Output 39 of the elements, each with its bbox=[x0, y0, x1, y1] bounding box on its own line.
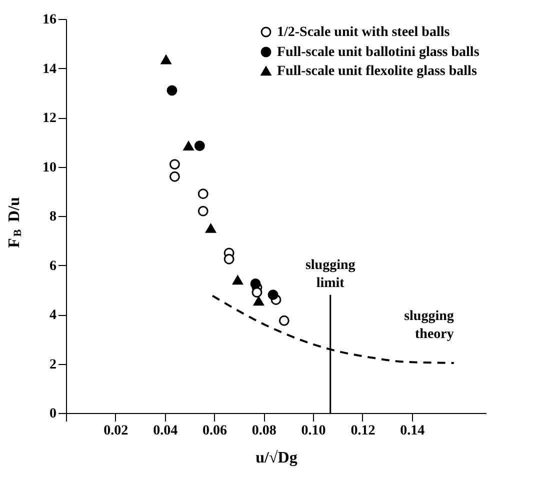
y-tick-label: 2 bbox=[50, 357, 56, 372]
point bbox=[183, 141, 194, 150]
point bbox=[169, 171, 180, 182]
point bbox=[232, 275, 243, 285]
series-label: slugging theory bbox=[404, 309, 454, 342]
point bbox=[169, 159, 180, 170]
point bbox=[252, 287, 262, 298]
legend-label: 1/2-Scale unit with steel balls bbox=[277, 25, 450, 40]
point bbox=[224, 254, 234, 264]
point bbox=[160, 55, 172, 64]
x-axis-title: u/√Dg bbox=[256, 450, 298, 466]
y-tick-label: 6 bbox=[50, 258, 56, 274]
point bbox=[278, 315, 290, 326]
legend-label: Full-scale unit flexolite glass balls bbox=[277, 64, 478, 79]
point bbox=[268, 290, 278, 300]
x-tick-label: 0.10 bbox=[301, 424, 326, 438]
point bbox=[198, 206, 208, 216]
y-axis-title: FB D/u bbox=[6, 196, 24, 248]
x-tick-label: 0.02 bbox=[104, 424, 128, 438]
point bbox=[206, 224, 216, 233]
x-tick-label: 0.06 bbox=[202, 424, 227, 438]
y-tick-label: 8 bbox=[50, 210, 56, 224]
point bbox=[250, 278, 261, 289]
x-tick-label: 0.14 bbox=[400, 424, 425, 438]
point bbox=[194, 140, 205, 152]
y-tick-label: 10 bbox=[42, 160, 56, 176]
point bbox=[166, 85, 178, 96]
point bbox=[198, 188, 208, 200]
y-tick-label: 14 bbox=[42, 62, 56, 77]
y-tick-label: 16 bbox=[42, 12, 56, 28]
x-tick-label: 0.08 bbox=[252, 424, 276, 438]
x-tick-label: 0.12 bbox=[350, 424, 376, 438]
y-tick-label: 0 bbox=[50, 406, 56, 422]
point bbox=[253, 296, 264, 306]
y-tick-label: 4 bbox=[50, 308, 56, 323]
legend-label: Full-scale unit ballotini glass balls bbox=[277, 45, 480, 60]
x-tick-label: 0.04 bbox=[153, 424, 178, 438]
ref-line-label: slugging limit bbox=[305, 258, 356, 291]
y-tick-label: 12 bbox=[42, 111, 56, 126]
